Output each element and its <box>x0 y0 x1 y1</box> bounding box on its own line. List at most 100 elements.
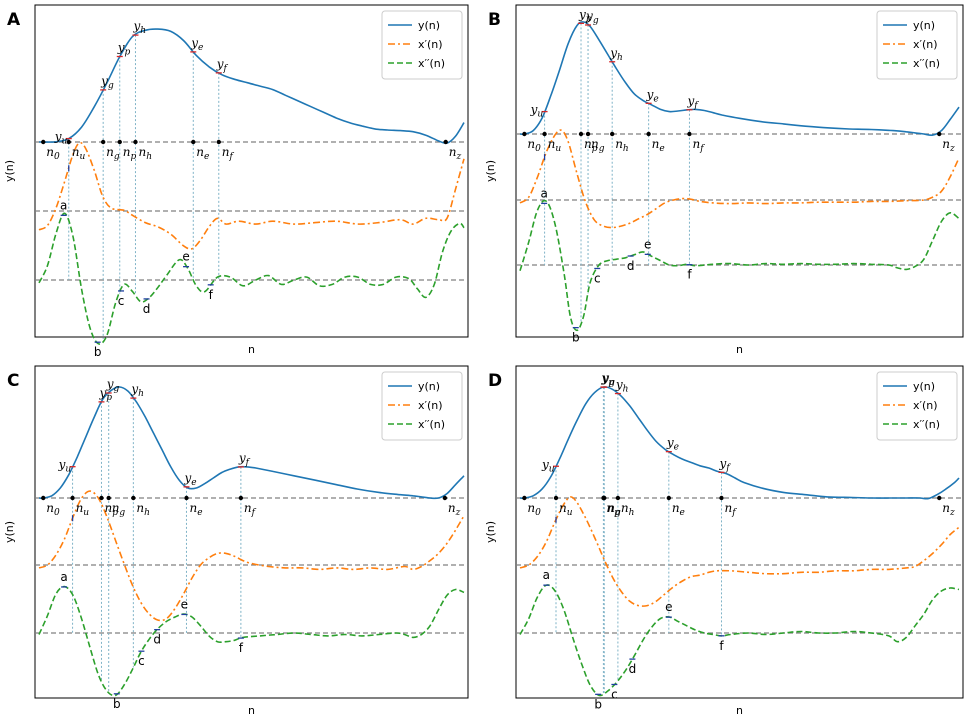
y-marker-label: yu <box>58 458 72 475</box>
legend-label-2: x′′(n) <box>418 57 445 70</box>
series-x2-line <box>38 212 465 345</box>
x2-point-label-f: f <box>239 641 244 655</box>
x-axis-label: n <box>248 704 255 716</box>
n-marker-label: ne <box>196 145 209 162</box>
n-marker-dot <box>615 495 621 501</box>
n-marker-dot <box>442 495 448 501</box>
panel-label: D <box>488 371 502 391</box>
y-axis-label: y(n) <box>3 521 16 543</box>
panel-label: A <box>7 10 21 30</box>
n-marker-dot <box>66 139 71 145</box>
n-marker-label: np <box>584 137 598 154</box>
y-marker-label: ye <box>190 36 203 53</box>
n-marker-label: ng <box>591 137 605 154</box>
series-x2-line <box>38 585 465 697</box>
legend-box <box>876 10 958 80</box>
n-marker-label: nu <box>72 145 86 162</box>
legend-label-2: x′′(n) <box>913 57 940 70</box>
x2-point-label-c: c <box>611 687 618 701</box>
y-marker-label: yh <box>130 382 144 399</box>
y-marker-label: yf <box>216 57 229 74</box>
y-marker-label: yh <box>615 378 629 395</box>
n-marker-label: np <box>606 501 620 518</box>
legend-label-0: y(n) <box>418 19 440 32</box>
y-marker-label: yf <box>686 94 699 111</box>
n-marker-label: nh <box>615 137 629 154</box>
series-y-line <box>39 28 465 145</box>
y-marker-label: yg <box>100 74 114 91</box>
y-marker-label: yg <box>585 9 599 26</box>
x2-point-label-f: f <box>719 639 724 653</box>
x2-point-label-b: b <box>113 697 121 711</box>
n-marker-label: nh <box>138 145 152 162</box>
y-marker-label: yf <box>719 456 732 473</box>
n-marker-dot <box>41 495 46 501</box>
n-marker-label: n0 <box>527 501 541 518</box>
y-marker-label: yg <box>601 371 615 388</box>
n-marker-dot <box>117 139 122 145</box>
panel-frame <box>515 4 964 338</box>
panel-frame <box>515 365 964 699</box>
n-marker-label: nu <box>548 137 562 154</box>
series-x2-line <box>519 199 960 332</box>
series-x1-line <box>519 496 960 607</box>
y-marker-label: yp <box>98 386 112 403</box>
x2-point-label-c: c <box>594 271 601 285</box>
y-marker-label: yu <box>530 103 544 120</box>
n-marker-dot <box>70 495 75 501</box>
n-marker-label: n0 <box>527 137 541 154</box>
y-marker-label: yp <box>117 41 131 58</box>
n-marker-label: ng <box>112 501 126 518</box>
n-marker-dot <box>131 495 136 501</box>
legend-label-0: y(n) <box>418 380 440 393</box>
n-marker-label: ng <box>106 145 120 162</box>
panel-label: C <box>7 371 19 391</box>
y-marker-label: yf <box>238 451 251 468</box>
n-marker-dot <box>106 495 111 501</box>
legend-label-2: x′′(n) <box>418 418 445 431</box>
x2-point-label-c: c <box>138 654 145 668</box>
legend-label-0: y(n) <box>913 19 935 32</box>
n-marker-label: nu <box>559 501 573 518</box>
x2-point-label-d: d <box>143 302 151 316</box>
n-marker-label: nf <box>725 501 738 518</box>
x2-point-label-e: e <box>181 597 188 611</box>
n-marker-label: nh <box>621 501 635 518</box>
n-marker-dot <box>238 495 244 501</box>
panel-frame <box>34 365 469 699</box>
n-marker-label: np <box>104 501 118 518</box>
x2-point-label-a: a <box>540 186 547 200</box>
x2-point-label-b: b <box>594 697 602 711</box>
n-marker-dot <box>666 495 672 501</box>
n-marker-label: ne <box>672 501 685 518</box>
n-marker-dot <box>542 131 547 137</box>
series-y-line <box>519 386 960 500</box>
x-axis-label: n <box>248 343 255 356</box>
n-marker-label: nu <box>76 501 90 518</box>
x2-point-label-c: c <box>118 294 125 308</box>
legend-box <box>381 10 463 80</box>
series-y-line <box>519 21 960 137</box>
n-marker-label: nf <box>222 145 235 162</box>
y-marker-label: yu <box>541 457 555 474</box>
n-marker-label: nf <box>244 501 257 518</box>
legend-box <box>876 371 958 441</box>
x2-point-label-d: d <box>629 662 637 676</box>
legend-label-1: x′(n) <box>913 38 938 51</box>
x2-point-label-b: b <box>572 331 580 345</box>
legend-label-1: x′(n) <box>418 399 443 412</box>
n-marker-dot <box>443 139 448 145</box>
n-marker-label: nz <box>942 137 955 154</box>
panel-frame <box>34 4 469 338</box>
n-marker-dot <box>41 139 46 145</box>
y-axis-label: y(n) <box>484 521 497 543</box>
n-marker-dot <box>100 139 106 145</box>
y-marker-label: yh <box>132 19 146 36</box>
n-marker-label: ng <box>607 501 621 518</box>
x2-point-label-e: e <box>665 600 672 614</box>
y-marker-label: yu <box>54 130 68 147</box>
n-marker-dot <box>522 131 527 137</box>
